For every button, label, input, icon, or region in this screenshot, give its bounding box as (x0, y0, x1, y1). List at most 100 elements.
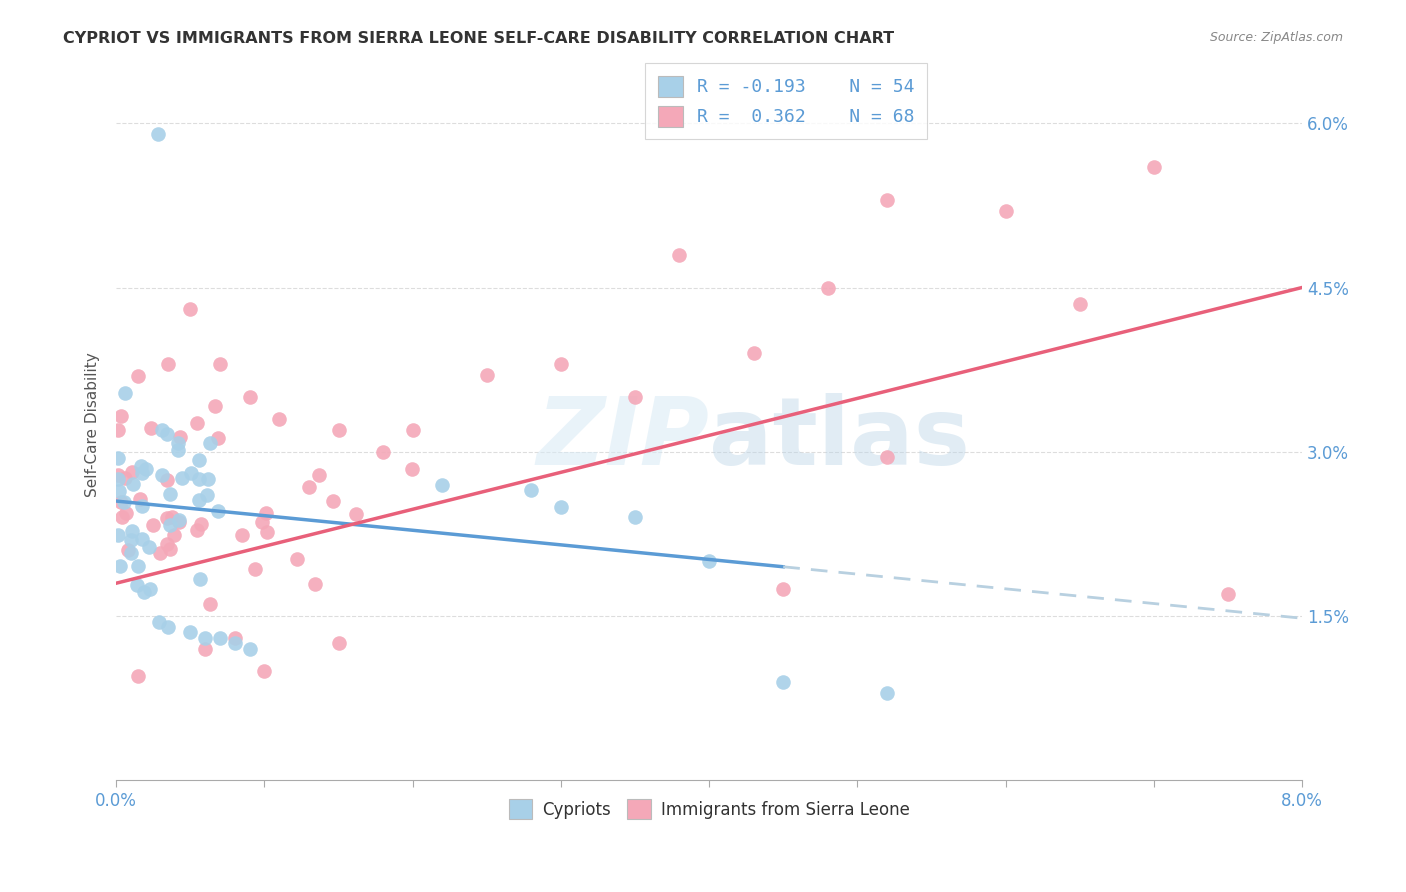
Point (131, 467, 153, 481)
Point (138, 582, 160, 596)
Point (190, 516, 212, 531)
Point (114, 385, 136, 400)
Point (204, 399, 226, 413)
Point (127, 558, 149, 573)
Point (308, 468, 330, 483)
Point (121, 476, 143, 491)
Point (149, 546, 172, 560)
Point (148, 615, 170, 629)
Point (742, 346, 765, 360)
Point (322, 494, 344, 508)
Point (129, 459, 152, 474)
Point (127, 669, 149, 683)
Point (432, 477, 454, 491)
Point (328, 636, 350, 650)
Point (188, 572, 211, 586)
Point (107, 472, 129, 486)
Point (186, 523, 208, 537)
Point (1216, 587, 1239, 601)
Point (344, 508, 367, 522)
Point (166, 436, 188, 450)
Text: ZIP: ZIP (536, 392, 709, 484)
Point (624, 510, 647, 524)
Point (285, 551, 308, 566)
Point (160, 510, 183, 524)
Point (110, 409, 132, 423)
Point (167, 515, 190, 529)
Point (207, 431, 229, 445)
Point (110, 494, 132, 508)
Legend: Cypriots, Immigrants from Sierra Leone: Cypriots, Immigrants from Sierra Leone (502, 793, 917, 825)
Point (111, 510, 134, 524)
Point (269, 412, 291, 426)
Point (167, 513, 190, 527)
Point (179, 625, 201, 640)
Point (245, 562, 267, 576)
Point (197, 472, 219, 486)
Point (135, 462, 157, 476)
Point (208, 631, 231, 645)
Point (254, 506, 277, 520)
Point (401, 461, 423, 475)
Point (142, 518, 165, 533)
Point (304, 577, 326, 591)
Point (167, 443, 190, 458)
Point (107, 451, 129, 466)
Text: CYPRIOT VS IMMIGRANTS FROM SIERRA LEONE SELF-CARE DISABILITY CORRELATION CHART: CYPRIOT VS IMMIGRANTS FROM SIERRA LEONE … (63, 31, 894, 46)
Point (876, 193, 898, 207)
Point (194, 631, 217, 645)
Point (256, 524, 278, 539)
Point (772, 582, 794, 596)
Point (772, 674, 794, 689)
Point (129, 491, 152, 506)
Text: atlas: atlas (709, 392, 970, 484)
Point (117, 542, 139, 557)
Point (188, 492, 211, 507)
Point (108, 559, 131, 574)
Point (159, 518, 181, 533)
Point (150, 468, 173, 483)
Point (159, 487, 181, 501)
Point (120, 533, 142, 548)
Point (194, 641, 217, 656)
Point (252, 515, 274, 529)
Point (239, 641, 262, 656)
Point (131, 500, 153, 514)
Point (402, 423, 425, 437)
Point (817, 280, 839, 294)
Point (156, 427, 179, 442)
Point (198, 598, 221, 612)
Point (994, 203, 1017, 218)
Point (475, 368, 498, 383)
Point (298, 480, 321, 494)
Point (231, 528, 253, 542)
Point (157, 358, 180, 372)
Point (195, 488, 218, 502)
Point (115, 506, 138, 520)
Point (107, 528, 129, 542)
Point (121, 465, 143, 479)
Point (1069, 297, 1091, 311)
Point (239, 390, 262, 404)
Point (163, 528, 186, 542)
Point (159, 541, 181, 556)
Point (120, 546, 142, 560)
Point (157, 620, 180, 634)
Point (108, 484, 131, 499)
Point (668, 248, 690, 262)
Point (371, 444, 394, 458)
Point (1143, 160, 1166, 174)
Point (127, 368, 149, 383)
Point (697, 554, 720, 568)
Point (550, 500, 572, 514)
Point (138, 540, 160, 554)
Point (208, 357, 231, 371)
Point (876, 450, 898, 465)
Point (139, 421, 162, 435)
Point (132, 584, 155, 599)
Point (169, 430, 191, 444)
Point (146, 127, 169, 141)
Point (328, 423, 350, 437)
Point (170, 471, 193, 485)
Point (520, 483, 543, 497)
